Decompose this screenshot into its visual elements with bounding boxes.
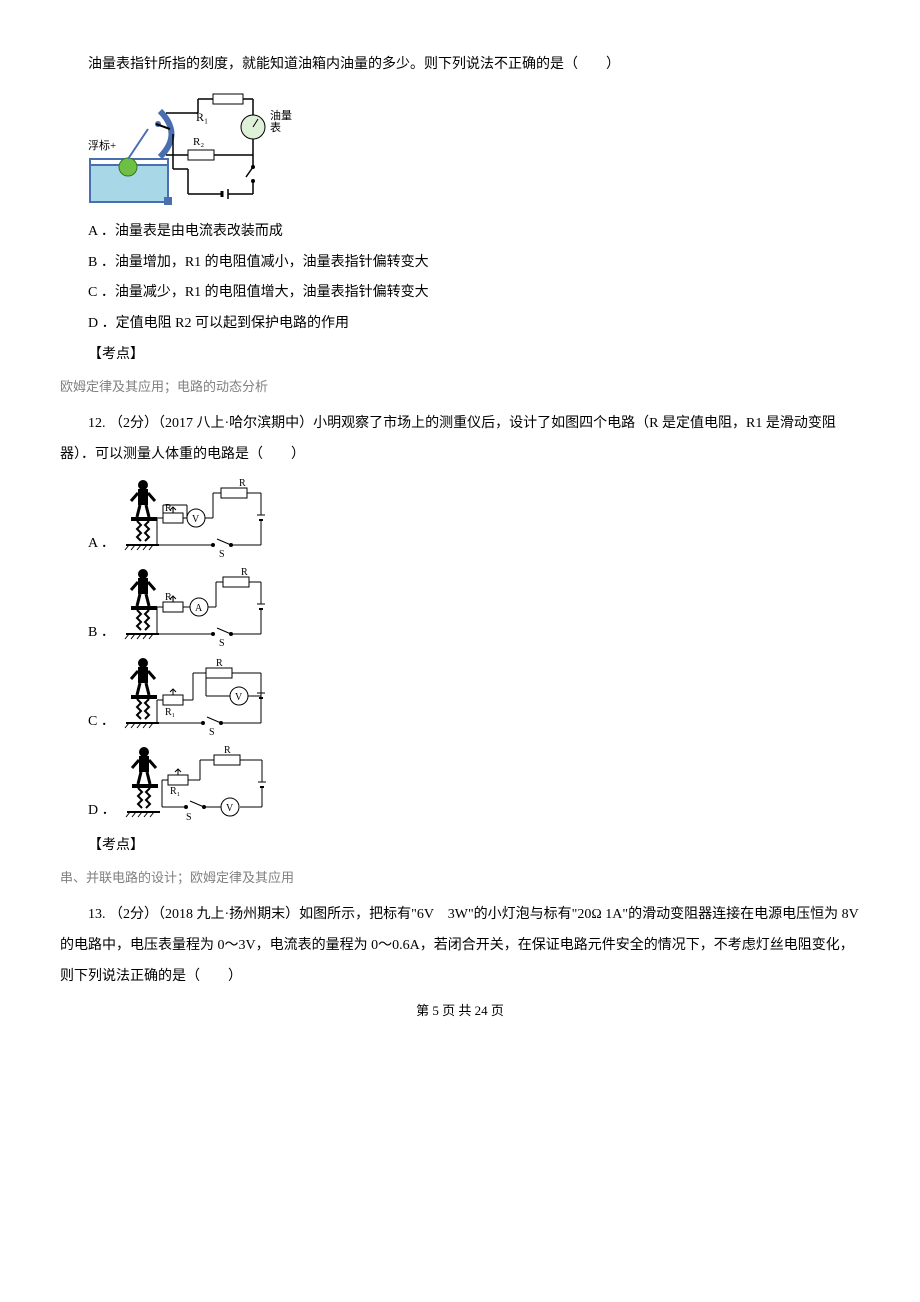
- q12-circuit-c: R₁ R V S: [121, 653, 271, 738]
- q12-option-b-row: B ． R₁ A R S: [88, 564, 860, 649]
- q12-opt-d-label: D ．: [88, 796, 116, 827]
- label-meter: 油量: [270, 108, 292, 122]
- q11-kaodian-label: 【考点】: [60, 340, 860, 371]
- svg-text:V: V: [235, 692, 243, 703]
- q12-kaodian-text: 串、并联电路的设计；欧姆定律及其应用: [60, 864, 860, 893]
- q11-option-c: C ．油量减少，R1 的电阻值增大，油量表指针偏转变大: [60, 278, 860, 309]
- svg-text:R₁: R₁: [165, 592, 175, 603]
- label-r2: R₂: [193, 136, 204, 148]
- q12-option-c-row: C ． R₁ R V S: [88, 653, 860, 738]
- page-footer: 第 5 页 共 24 页: [60, 997, 860, 1026]
- svg-text:R₁: R₁: [165, 707, 175, 718]
- svg-text:V: V: [192, 514, 200, 525]
- q12-circuit-d: R₁ R V S: [122, 742, 272, 827]
- svg-text:R: R: [239, 478, 246, 489]
- q11-stem-cont: 油量表指针所指的刻度，就能知道油箱内油量的多少。则下列说法不正确的是（ ）: [60, 50, 860, 81]
- q12-opt-c-label: C ．: [88, 707, 115, 738]
- q11-option-b: B ．油量增加，R1 的电阻值减小，油量表指针偏转变大: [60, 248, 860, 279]
- label-float: 浮标+: [88, 138, 116, 152]
- q11-option-d: D ．定值电阻 R2 可以起到保护电路的作用: [60, 309, 860, 340]
- svg-text:R: R: [241, 567, 248, 578]
- svg-text:R: R: [224, 745, 231, 756]
- svg-text:S: S: [209, 727, 215, 738]
- q12-option-a-row: A ． R₁ V: [88, 475, 860, 560]
- q11-option-a: A ．油量表是由电流表改装而成: [60, 217, 860, 248]
- q13-stem: 13. （2分）（2018 九上·扬州期末）如图所示，把标有"6V 3W"的小灯…: [60, 900, 860, 992]
- q12-circuit-a: R₁ V R S: [121, 475, 271, 560]
- q12-stem: 12. （2分）（2017 八上·哈尔滨期中）小明观察了市场上的测重仪后，设计了…: [60, 409, 860, 471]
- q12-option-d-row: D ． R₁ R V S: [88, 742, 860, 827]
- q11-kaodian-text: 欧姆定律及其应用；电路的动态分析: [60, 373, 860, 402]
- svg-text:S: S: [219, 638, 225, 649]
- q12-opt-b-label: B ．: [88, 618, 115, 649]
- svg-text:表: 表: [270, 120, 281, 134]
- svg-text:R₁: R₁: [170, 786, 180, 797]
- svg-text:S: S: [219, 549, 225, 560]
- q12-opt-a-label: A ．: [88, 529, 115, 560]
- svg-text:R: R: [216, 658, 223, 669]
- svg-text:S: S: [186, 812, 192, 823]
- svg-text:V: V: [226, 803, 234, 814]
- svg-text:A: A: [195, 603, 203, 614]
- q11-diagram: 浮标+ R₁ 油量 表 R₂: [88, 89, 860, 209]
- q12-circuit-b: R₁ A R S: [121, 564, 271, 649]
- q12-kaodian-label: 【考点】: [60, 831, 860, 862]
